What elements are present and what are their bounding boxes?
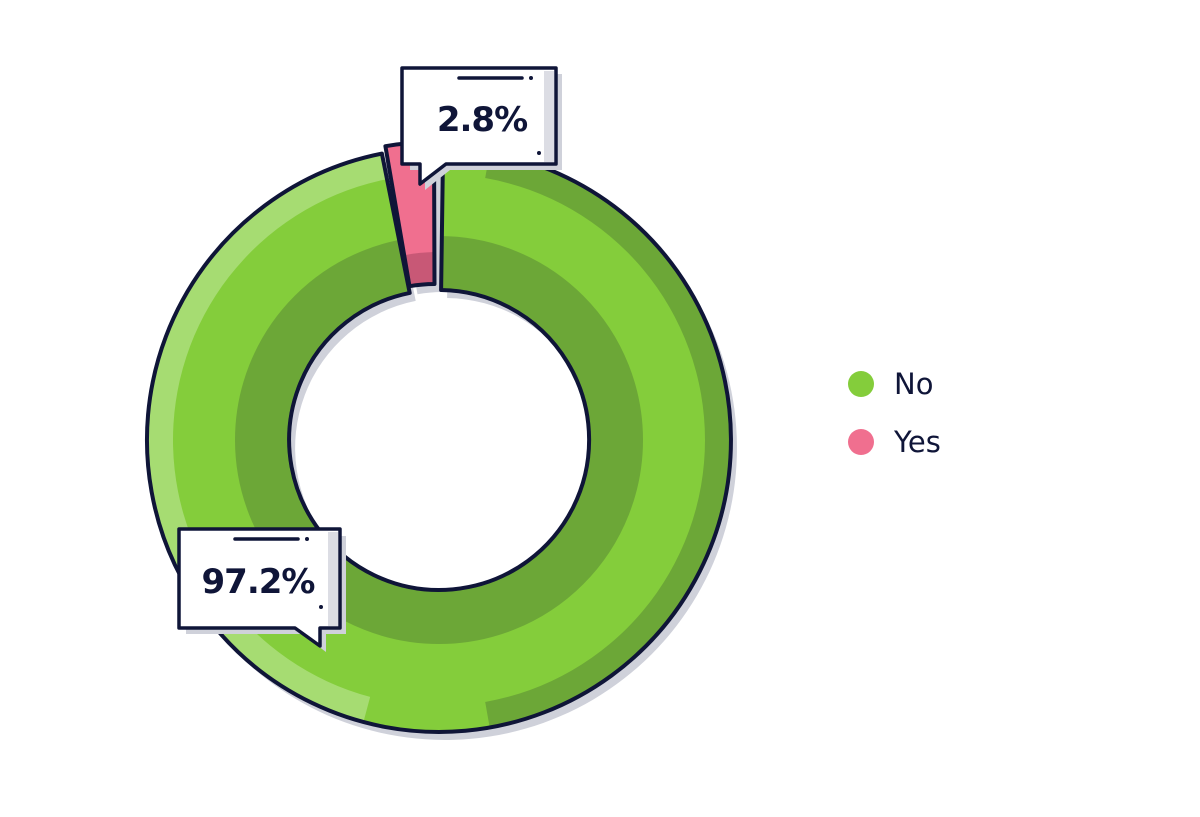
legend-item-yes[interactable]: Yes <box>848 413 941 471</box>
legend-dot-no-icon <box>848 371 874 397</box>
legend-label-yes: Yes <box>894 425 941 459</box>
legend-label-no: No <box>894 367 934 401</box>
callout-no: 97.2% <box>177 527 346 652</box>
legend-item-no[interactable]: No <box>848 355 941 413</box>
callout-no-label: 97.2% <box>202 562 315 602</box>
callout-yes: 2.8% <box>400 66 562 190</box>
legend-dot-yes-icon <box>848 429 874 455</box>
callout-yes-label: 2.8% <box>437 100 527 140</box>
legend: No Yes <box>848 355 941 471</box>
